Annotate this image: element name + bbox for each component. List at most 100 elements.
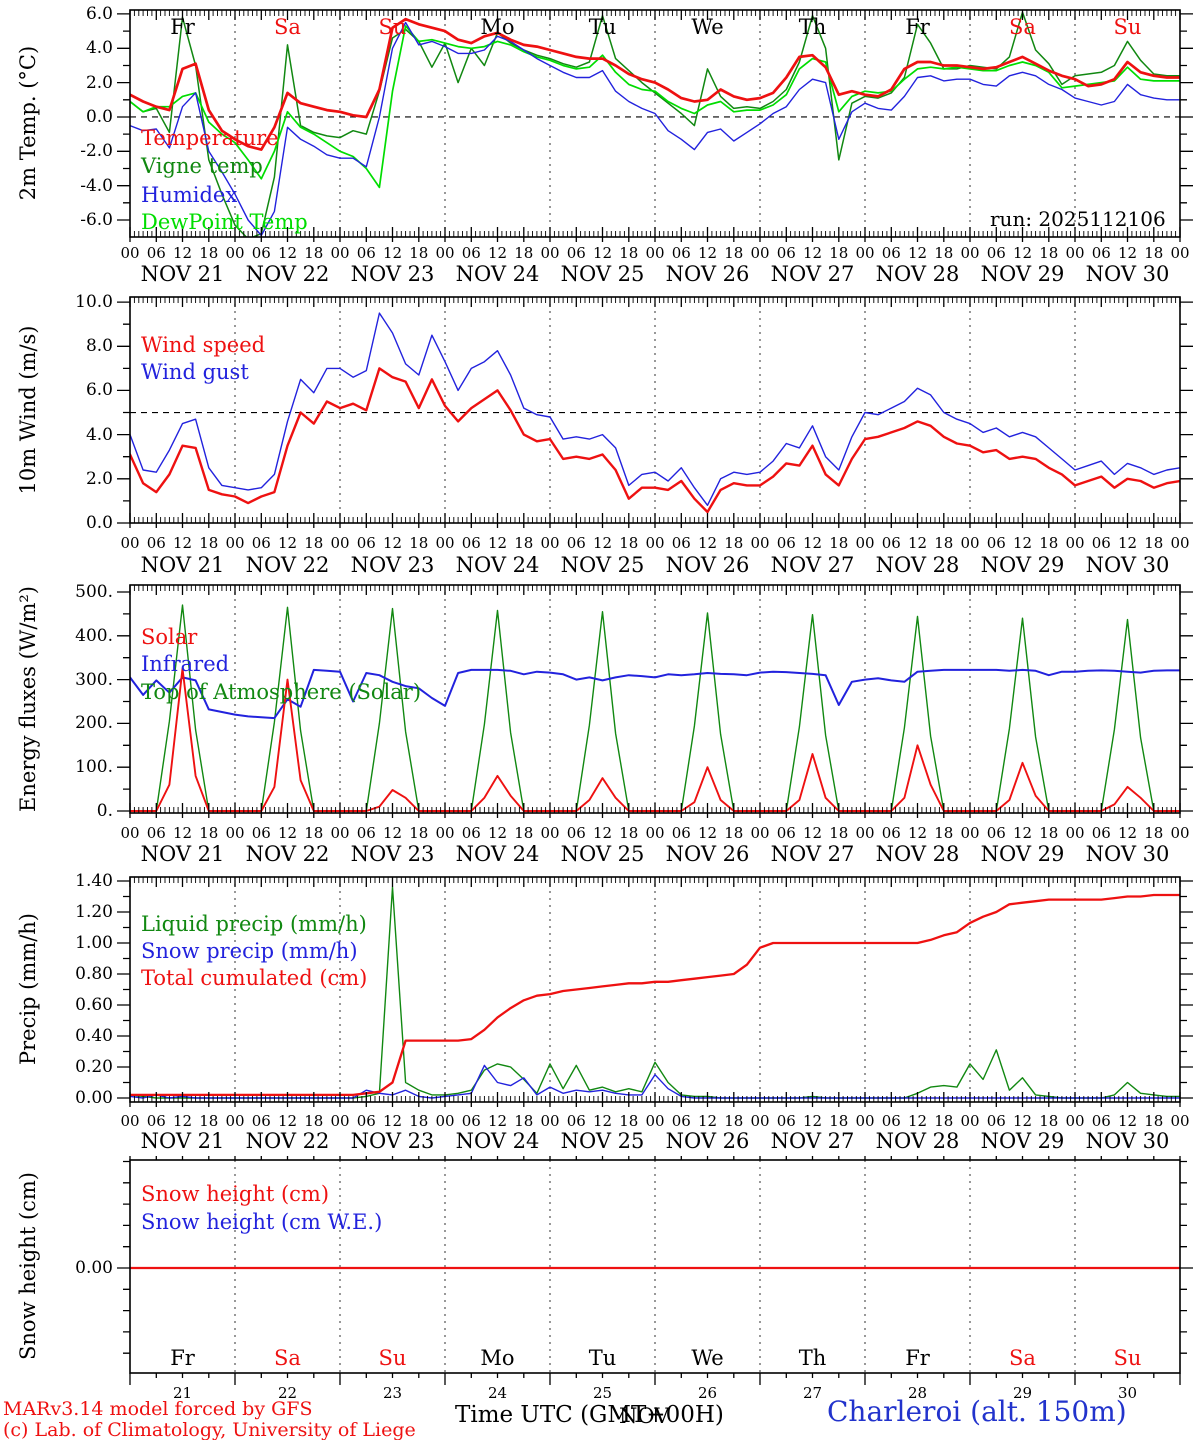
hour-ticks — [133, 585, 1177, 813]
x-tick-label: 12 — [1012, 1112, 1033, 1130]
x-tick-label: 06 — [356, 824, 376, 842]
x-tick-label: 06 — [881, 244, 901, 262]
legend-toa-solar: Top of Atmosphere (Solar) — [141, 680, 422, 704]
x-tick-label: 00 — [855, 244, 875, 262]
panel-1 — [117, 296, 1193, 528]
panel-border — [129, 9, 1181, 238]
panel-border — [129, 296, 1181, 524]
date-label: NOV 22 — [245, 1129, 330, 1153]
date-label: NOV 21 — [140, 262, 225, 286]
date-label: NOV 21 — [140, 842, 225, 866]
x-tick-label: 06 — [776, 244, 796, 262]
legend-snow-height: Snow height (cm) — [141, 1182, 330, 1206]
panel-border — [129, 876, 1181, 1103]
x-tick-label: 18 — [724, 1112, 744, 1130]
x-tick-label: 06 — [881, 1112, 901, 1130]
x-tick-label: 00 — [120, 1112, 140, 1130]
x-tick-label: 00 — [645, 244, 665, 262]
date-label: NOV 28 — [875, 553, 960, 577]
y-axis-title-snow: Snow height (cm) — [16, 1172, 40, 1361]
dow-label-top: Mo — [480, 15, 515, 39]
x-tick-label: 06 — [251, 824, 271, 842]
x-tick-label: 12 — [697, 824, 718, 842]
date-label: NOV 24 — [455, 1129, 540, 1153]
date-label: NOV 29 — [980, 262, 1065, 286]
x-tick-label: 12 — [487, 244, 508, 262]
y-ticks — [117, 880, 1193, 1099]
date-label: NOV 28 — [875, 262, 960, 286]
x-tick-label: 18 — [829, 824, 849, 842]
x-tick-label: 18 — [409, 244, 429, 262]
x-tick-label: 00 — [855, 534, 875, 552]
date-label: NOV 23 — [350, 842, 435, 866]
x-tick-label: 06 — [671, 1112, 691, 1130]
x-tick-label: 18 — [514, 534, 534, 552]
y-tick-label: 300. — [75, 669, 113, 690]
y-axis-title-wind: 10m Wind (m/s) — [16, 325, 40, 495]
x-tick-label: 06 — [461, 824, 481, 842]
y-tick-label: 0.60 — [75, 994, 113, 1015]
date-label: NOV 24 — [455, 842, 540, 866]
x-tick-label: 00 — [1170, 534, 1190, 552]
x-tick-label: 18 — [829, 1112, 849, 1130]
x-tick-label: 12 — [1012, 824, 1033, 842]
x-tick-label: 12 — [907, 244, 928, 262]
x-tick-label: 00 — [120, 244, 140, 262]
y-tick-label: 0.0 — [85, 513, 113, 533]
date-label: NOV 27 — [770, 553, 855, 577]
x-tick-label: 06 — [1091, 534, 1111, 552]
date-label: NOV 27 — [770, 842, 855, 866]
x-tick-label: 06 — [1091, 824, 1111, 842]
legend-vigne-temp: Vigne temp — [141, 154, 263, 178]
date-label: NOV 24 — [455, 553, 540, 577]
x-tick-label: 06 — [461, 1112, 481, 1130]
x-tick-label: 06 — [776, 534, 796, 552]
panel-0 — [117, 9, 1193, 242]
x-tick-label: 00 — [120, 824, 140, 842]
y-tick-label: -6.0 — [80, 210, 113, 230]
x-tick-label: 00 — [855, 824, 875, 842]
x-tick-label: 00 — [960, 244, 980, 262]
legend-temperature: Temperature — [141, 126, 279, 150]
x-tick-label: 12 — [802, 1112, 823, 1130]
x-tick-label: 06 — [881, 534, 901, 552]
date-label: NOV 23 — [350, 262, 435, 286]
wind-gust-line — [130, 312, 1180, 506]
date-label: NOV 28 — [875, 842, 960, 866]
x-tick-label: 18 — [1144, 244, 1164, 262]
x-tick-label: 18 — [514, 244, 534, 262]
x-tick-label: 12 — [487, 534, 508, 552]
x-tick-label: 12 — [592, 534, 613, 552]
x-tick-label: 18 — [724, 244, 744, 262]
date-label: NOV 30 — [1085, 842, 1170, 866]
y-tick-label: 0.00 — [75, 1257, 113, 1278]
dewpoint-temp-line — [130, 25, 1180, 189]
dow-label-top: Su — [1113, 15, 1142, 39]
date-label: NOV 26 — [665, 262, 750, 286]
x-tick-label: 06 — [566, 244, 586, 262]
x-tick-label: 06 — [881, 824, 901, 842]
date-label: NOV 23 — [350, 1129, 435, 1153]
legend-liquid-precip: Liquid precip (mm/h) — [141, 912, 367, 936]
y-tick-label: 500. — [75, 581, 113, 602]
legend-solar: Solar — [141, 625, 198, 649]
x-tick-label: 12 — [907, 534, 928, 552]
x-tick-label: 12 — [697, 534, 718, 552]
x-tick-label: 12 — [382, 824, 403, 842]
dow-label-top: Th — [798, 15, 827, 39]
x-tick-label: 06 — [356, 1112, 376, 1130]
day-number-label: 23 — [382, 1384, 403, 1402]
x-tick-label: 18 — [934, 824, 954, 842]
date-label: NOV 26 — [665, 553, 750, 577]
dow-label-top: Sa — [274, 15, 301, 39]
six-hour-ticks — [129, 1156, 1181, 1385]
x-tick-label: 18 — [619, 824, 639, 842]
y-ticks — [117, 1160, 1193, 1354]
x-tick-label: 12 — [592, 824, 613, 842]
dow-label-bottom: Su — [378, 1346, 407, 1370]
x-tick-label: 00 — [960, 534, 980, 552]
time-axis-title: Time UTC (GMT+00H) — [455, 1402, 724, 1428]
day-number-label: 25 — [592, 1384, 613, 1402]
date-label: NOV 30 — [1085, 1129, 1170, 1153]
